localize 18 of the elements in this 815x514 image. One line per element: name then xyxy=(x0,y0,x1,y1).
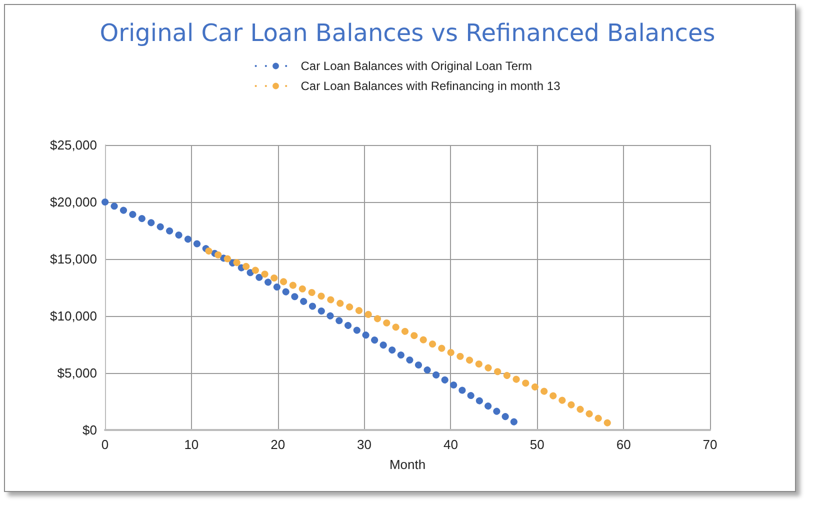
y-tick-label: $5,000 xyxy=(57,366,97,380)
x-tick-label: 30 xyxy=(357,437,372,452)
x-tick-label: 20 xyxy=(270,437,286,452)
y-tick-label: $20,000 xyxy=(50,194,97,210)
legend-label: Car Loan Balances with Original Loan Term xyxy=(300,59,532,73)
x-tick-label: 40 xyxy=(443,437,458,452)
y-tick-label: $15,000 xyxy=(50,252,97,266)
legend-label: Car Loan Balances with Refinancing in month 13 xyxy=(300,79,561,93)
x-tick-label: 50 xyxy=(530,437,544,452)
y-tick-label: $10,000 xyxy=(50,308,97,324)
x-axis-title: Month xyxy=(389,457,426,472)
x-tick-label: 70 xyxy=(702,437,718,452)
x-tick-label: 60 xyxy=(616,437,631,452)
y-tick-label: $25,000 xyxy=(50,138,97,152)
x-tick-label: 0 xyxy=(101,437,109,452)
chart-title: Original Car Loan Balances vs Refinanced Balances xyxy=(100,19,716,47)
x-tick-label: 10 xyxy=(184,437,199,452)
y-tick-label: $0 xyxy=(82,422,97,438)
